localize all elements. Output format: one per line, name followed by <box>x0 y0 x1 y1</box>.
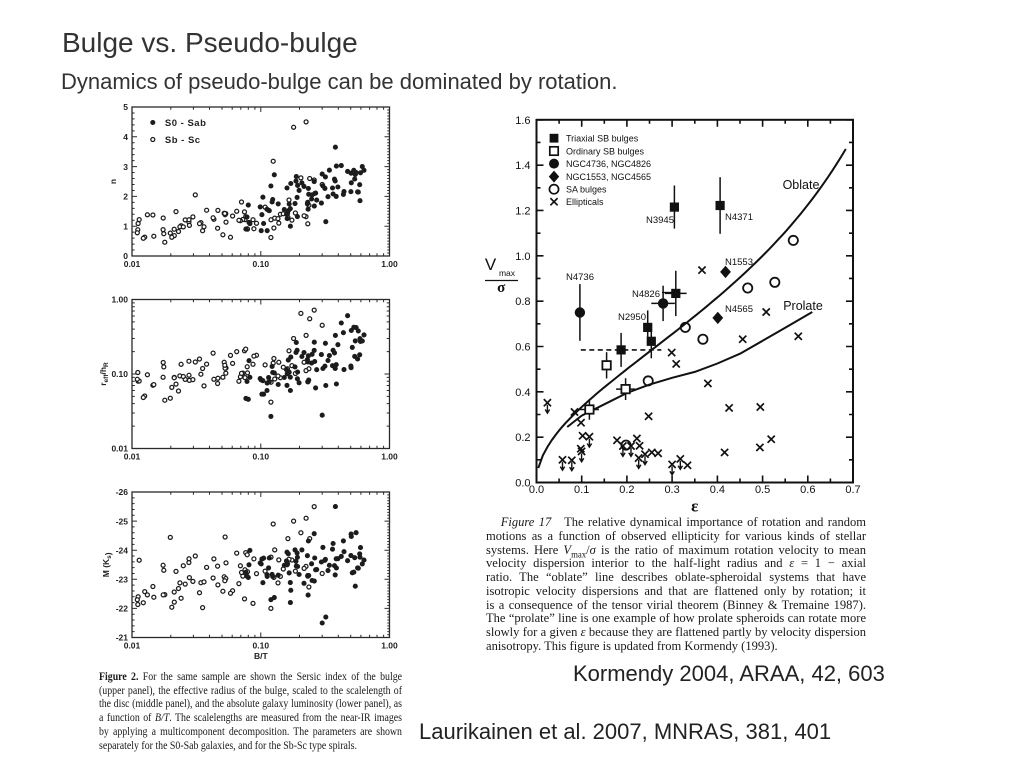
svg-text:-24: -24 <box>116 545 129 555</box>
svg-text:0.6: 0.6 <box>515 342 530 354</box>
svg-text:n: n <box>108 179 118 184</box>
svg-text:reff/hR: reff/hR <box>98 362 110 386</box>
svg-text:0.0: 0.0 <box>529 484 544 496</box>
svg-text:1.00: 1.00 <box>381 452 398 462</box>
svg-text:N4565: N4565 <box>725 304 753 315</box>
svg-text:0.6: 0.6 <box>800 484 815 496</box>
svg-text:Ordinary SB bulges: Ordinary SB bulges <box>566 146 645 156</box>
svg-text:0.01: 0.01 <box>124 452 141 462</box>
svg-text:0.10: 0.10 <box>253 259 270 269</box>
svg-text:Prolate: Prolate <box>783 299 823 313</box>
svg-text:B/T: B/T <box>254 651 268 661</box>
svg-text:0.4: 0.4 <box>710 484 725 496</box>
svg-text:NGC1553, NGC4565: NGC1553, NGC4565 <box>566 172 651 182</box>
svg-text:-22: -22 <box>116 604 129 614</box>
svg-text:Ellipticals: Ellipticals <box>566 197 604 207</box>
svg-text:SA bulges: SA bulges <box>566 185 607 195</box>
svg-text:N2950: N2950 <box>618 312 646 323</box>
svg-text:max: max <box>499 268 516 278</box>
svg-text:N4371: N4371 <box>725 212 753 223</box>
svg-text:1.00: 1.00 <box>381 259 398 269</box>
svg-text:0.01: 0.01 <box>124 641 141 651</box>
svg-text:0.8: 0.8 <box>515 296 530 308</box>
svg-text:N1553: N1553 <box>725 257 753 268</box>
svg-text:M (Ks): M (Ks) <box>101 552 113 577</box>
svg-text:2: 2 <box>123 192 128 202</box>
svg-text:0.10: 0.10 <box>253 452 270 462</box>
svg-text:0.10: 0.10 <box>253 641 270 651</box>
svg-text:-25: -25 <box>116 516 129 526</box>
svg-text:4: 4 <box>123 132 128 142</box>
svg-text:-23: -23 <box>116 575 129 585</box>
svg-text:Oblate: Oblate <box>783 178 820 192</box>
svg-text:-26: -26 <box>116 487 129 497</box>
svg-text:V: V <box>485 255 497 274</box>
svg-text:Sb - Sc: Sb - Sc <box>165 135 201 146</box>
svg-text:1.00: 1.00 <box>381 641 398 651</box>
svg-text:1.00: 1.00 <box>111 295 128 305</box>
svg-text:0.2: 0.2 <box>515 432 530 444</box>
svg-text:1.2: 1.2 <box>515 206 530 218</box>
svg-text:0.10: 0.10 <box>111 369 128 379</box>
svg-text:0.2: 0.2 <box>619 484 634 496</box>
svg-text:-21: -21 <box>116 633 129 643</box>
svg-text:N3945: N3945 <box>646 215 674 226</box>
svg-text:1.0: 1.0 <box>515 251 530 263</box>
svg-text:S0 - Sab: S0 - Sab <box>165 118 207 129</box>
svg-text:Triaxial SB bulges: Triaxial SB bulges <box>566 134 639 144</box>
svg-text:σ: σ <box>497 280 506 296</box>
svg-text:N4736: N4736 <box>566 272 594 283</box>
svg-text:0.01: 0.01 <box>124 259 141 269</box>
svg-text:0.5: 0.5 <box>755 484 770 496</box>
svg-text:NGC4736, NGC4826: NGC4736, NGC4826 <box>566 159 651 169</box>
svg-text:5: 5 <box>123 102 128 112</box>
svg-text:ε: ε <box>691 497 698 516</box>
svg-text:0.0: 0.0 <box>515 478 530 490</box>
svg-text:1.4: 1.4 <box>515 160 530 172</box>
svg-text:0.1: 0.1 <box>574 484 589 496</box>
svg-text:0.7: 0.7 <box>845 484 860 496</box>
svg-text:1: 1 <box>123 221 128 231</box>
svg-text:3: 3 <box>123 162 128 172</box>
svg-text:0: 0 <box>123 251 128 261</box>
svg-text:1.6: 1.6 <box>515 115 530 127</box>
svg-text:N4826: N4826 <box>632 289 660 300</box>
svg-text:0.01: 0.01 <box>111 444 128 454</box>
svg-text:0.3: 0.3 <box>664 484 679 496</box>
svg-text:0.4: 0.4 <box>515 387 530 399</box>
